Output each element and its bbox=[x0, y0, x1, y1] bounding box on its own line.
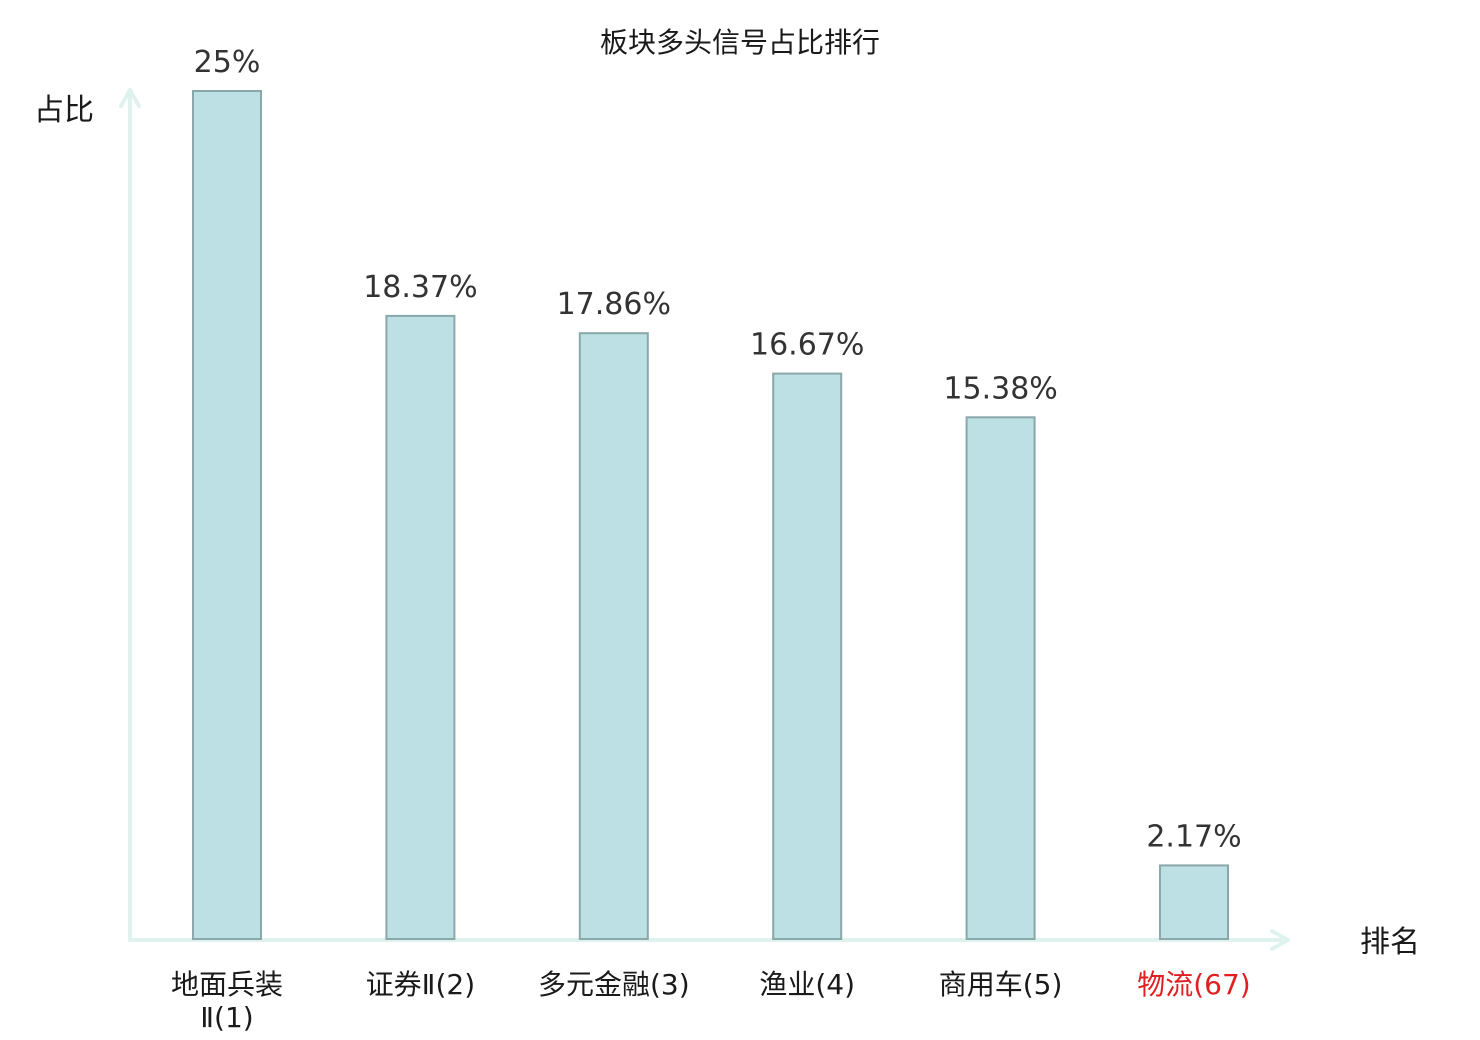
axes bbox=[119, 88, 1290, 951]
category-label-6: 物流(67) bbox=[1137, 968, 1250, 1001]
bar-1 bbox=[192, 90, 262, 940]
value-label-3: 17.86% bbox=[557, 287, 671, 322]
category-label-line: Ⅱ(1) bbox=[200, 1001, 253, 1034]
value-labels-group: 25% 18.37% 17.86% 16.67% 15.38% 2.17% bbox=[194, 45, 1242, 854]
category-label-line: 多元金融(3) bbox=[538, 968, 690, 1001]
bar-4 bbox=[772, 372, 843, 941]
category-label-4: 渔业(4) bbox=[759, 968, 855, 1001]
category-label-line: 证券Ⅱ(2) bbox=[366, 968, 475, 1001]
category-label-3: 多元金融(3) bbox=[538, 968, 690, 1001]
value-label-4: 16.67% bbox=[750, 328, 864, 363]
bars-group bbox=[192, 90, 1229, 941]
value-label-5: 15.38% bbox=[943, 371, 1057, 406]
bar-3 bbox=[578, 332, 649, 940]
bar-2 bbox=[385, 314, 456, 940]
y-axis-label: 占比 bbox=[34, 93, 94, 128]
category-label-line: 商用车(5) bbox=[939, 968, 1063, 1001]
bar-6 bbox=[1159, 864, 1229, 941]
value-label-6: 2.17% bbox=[1146, 819, 1241, 854]
category-label-line: 渔业(4) bbox=[759, 968, 855, 1001]
x-axis-arrow bbox=[1270, 929, 1290, 951]
y-axis-arrow bbox=[119, 88, 141, 108]
category-label-line: 物流(67) bbox=[1137, 968, 1250, 1001]
category-label-line: 地面兵装 bbox=[171, 968, 283, 1001]
value-label-2: 18.37% bbox=[363, 270, 477, 305]
category-label-2: 证券Ⅱ(2) bbox=[366, 968, 475, 1001]
chart-title: 板块多头信号占比排行 bbox=[600, 26, 880, 59]
x-axis-label: 排名 bbox=[1360, 925, 1420, 960]
bar-5 bbox=[965, 416, 1036, 940]
value-label-1: 25% bbox=[194, 45, 261, 80]
category-label-5: 商用车(5) bbox=[939, 968, 1063, 1001]
